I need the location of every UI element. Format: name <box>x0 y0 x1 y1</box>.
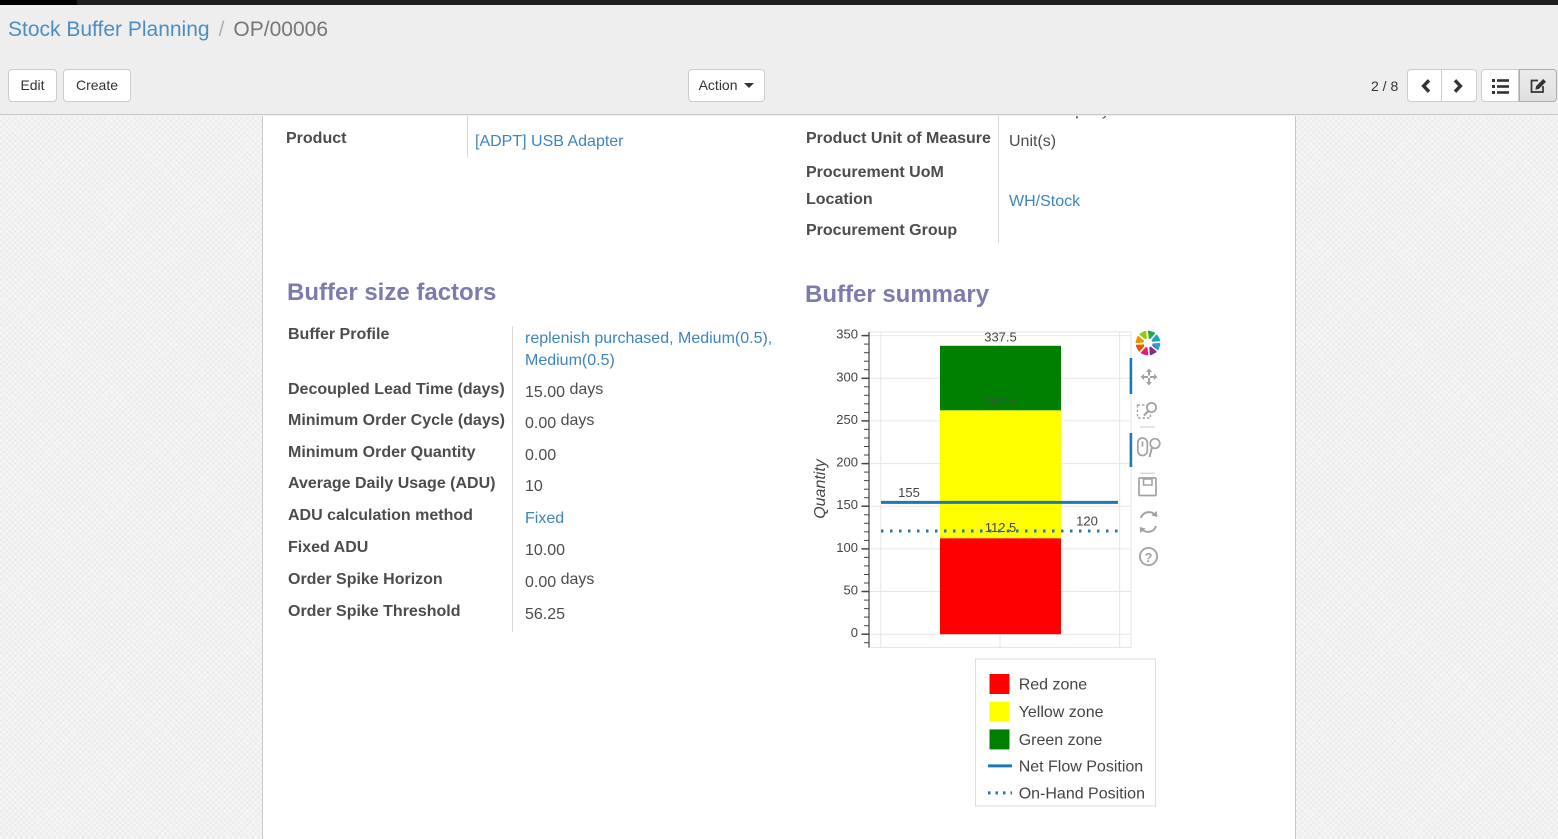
svg-text:Net Flow Position: Net Flow Position <box>1019 758 1143 775</box>
svg-text:50: 50 <box>844 583 858 598</box>
svg-text:Green zone: Green zone <box>1019 732 1103 749</box>
svg-text:250: 250 <box>836 412 858 427</box>
svg-text:?: ? <box>1145 550 1153 565</box>
svg-text:Quantity: Quantity <box>812 458 829 519</box>
svg-text:On-Hand Position: On-Hand Position <box>1019 785 1145 802</box>
svg-text:Red zone: Red zone <box>1019 677 1088 694</box>
svg-text:337.5: 337.5 <box>984 330 1017 345</box>
svg-text:100: 100 <box>836 540 858 555</box>
svg-text:262.5: 262.5 <box>984 394 1017 409</box>
svg-text:155: 155 <box>898 485 920 500</box>
svg-text:150: 150 <box>836 497 858 512</box>
svg-text:200: 200 <box>836 455 858 470</box>
svg-text:112.5: 112.5 <box>985 520 1017 535</box>
svg-text:120: 120 <box>1076 514 1098 529</box>
svg-text:0: 0 <box>851 625 858 640</box>
svg-text:Yellow zone: Yellow zone <box>1019 704 1104 721</box>
svg-text:300: 300 <box>836 369 858 384</box>
svg-text:350: 350 <box>836 327 858 342</box>
